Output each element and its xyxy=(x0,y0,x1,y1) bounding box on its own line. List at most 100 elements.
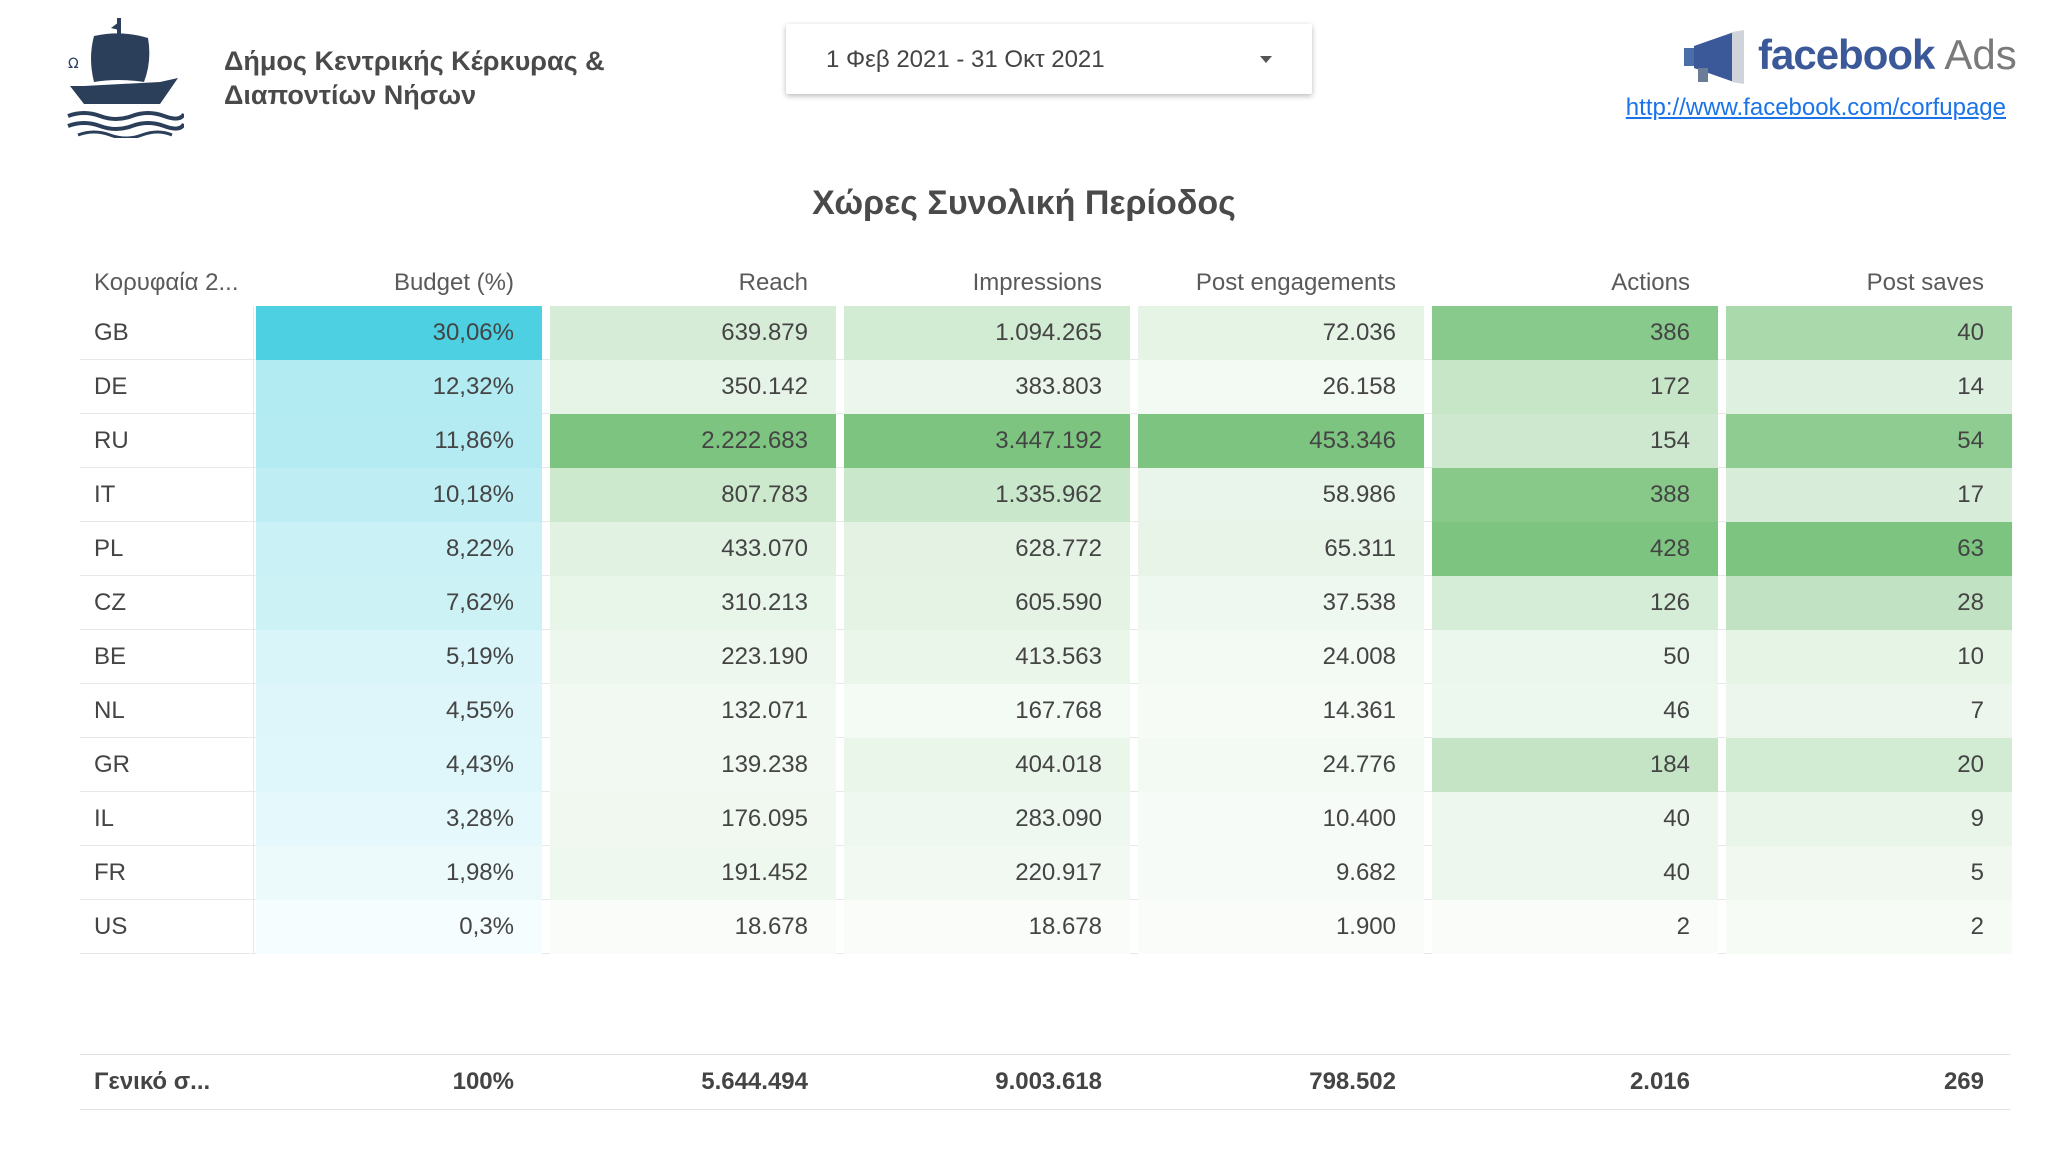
saves-cell: 28 xyxy=(1726,576,2012,630)
actions-cell: 40 xyxy=(1432,846,1718,900)
budget-cell: 0,3% xyxy=(256,900,542,954)
table-row[interactable]: CZ 7,62% 310.213 605.590 37.538 126 28 xyxy=(80,576,2012,630)
actions-cell: 126 xyxy=(1432,576,1718,630)
engagements-cell: 9.682 xyxy=(1138,846,1424,900)
date-range-dropdown[interactable]: 1 Φεβ 2021 - 31 Οκτ 2021 xyxy=(786,24,1312,94)
facebook-ads-logo: facebook Ads xyxy=(1682,28,2018,88)
engagements-cell: 58.986 xyxy=(1138,468,1424,522)
country-cell: US xyxy=(80,900,254,954)
table-row[interactable]: FR 1,98% 191.452 220.917 9.682 40 5 xyxy=(80,846,2012,900)
budget-cell: 4,55% xyxy=(256,684,542,738)
budget-cell: 30,06% xyxy=(256,306,542,360)
engagements-cell: 1.900 xyxy=(1138,900,1424,954)
engagements-cell: 24.008 xyxy=(1138,630,1424,684)
country-cell: RU xyxy=(80,414,254,468)
reach-cell: 176.095 xyxy=(550,792,836,846)
impressions-cell: 383.803 xyxy=(844,360,1130,414)
svg-text:Ω: Ω xyxy=(68,56,79,72)
actions-cell: 50 xyxy=(1432,630,1718,684)
table-title: Χώρες Συνολική Περίοδος xyxy=(812,184,1236,222)
table-row[interactable]: DE 12,32% 350.142 383.803 26.158 172 14 xyxy=(80,360,2012,414)
saves-cell: 17 xyxy=(1726,468,2012,522)
total-actions-cell: 2.016 xyxy=(1629,1068,1690,1095)
budget-cell: 1,98% xyxy=(256,846,542,900)
actions-cell: 386 xyxy=(1432,306,1718,360)
column-header-actions[interactable]: Actions xyxy=(1611,269,1690,296)
country-cell: CZ xyxy=(80,576,254,630)
table-row[interactable]: US 0,3% 18.678 18.678 1.900 2 2 xyxy=(80,900,2012,954)
reach-cell: 433.070 xyxy=(550,522,836,576)
reach-cell: 310.213 xyxy=(550,576,836,630)
reach-cell: 639.879 xyxy=(550,306,836,360)
reach-cell: 18.678 xyxy=(550,900,836,954)
table-row[interactable]: GR 4,43% 139.238 404.018 24.776 184 20 xyxy=(80,738,2012,792)
chevron-down-icon xyxy=(1260,56,1272,63)
reach-cell: 223.190 xyxy=(550,630,836,684)
table-row[interactable]: IL 3,28% 176.095 283.090 10.400 40 9 xyxy=(80,792,2012,846)
engagements-cell: 24.776 xyxy=(1138,738,1424,792)
date-range-value: 1 Φεβ 2021 - 31 Οκτ 2021 xyxy=(826,46,1105,73)
saves-cell: 9 xyxy=(1726,792,2012,846)
engagements-cell: 65.311 xyxy=(1138,522,1424,576)
table-header-row: Κορυφαία 2... Budget (%) Reach Impressions P… xyxy=(80,256,2010,310)
engagements-cell: 453.346 xyxy=(1138,414,1424,468)
column-header-reach[interactable]: Reach xyxy=(738,269,808,296)
actions-cell: 2 xyxy=(1432,900,1718,954)
column-header-engagements[interactable]: Post engagements xyxy=(1195,269,1396,296)
budget-cell: 7,62% xyxy=(256,576,542,630)
engagements-cell: 26.158 xyxy=(1138,360,1424,414)
saves-cell: 20 xyxy=(1726,738,2012,792)
reach-cell: 139.238 xyxy=(550,738,836,792)
budget-cell: 8,22% xyxy=(256,522,542,576)
impressions-cell: 167.768 xyxy=(844,684,1130,738)
table-row[interactable]: BE 5,19% 223.190 413.563 24.008 50 10 xyxy=(80,630,2012,684)
actions-cell: 46 xyxy=(1432,684,1718,738)
grand-total-row: Γενικό σ... 100% 5.644.494 9.003.618 798.502… xyxy=(80,1054,2010,1110)
ads-wordmark: Ads xyxy=(1944,31,2017,78)
column-header-country[interactable]: Κορυφαία 2... xyxy=(94,269,239,296)
actions-cell: 154 xyxy=(1432,414,1718,468)
column-header-budget[interactable]: Budget (%) xyxy=(393,269,514,296)
table-row[interactable]: NL 4,55% 132.071 167.768 14.361 46 7 xyxy=(80,684,2012,738)
table-row[interactable]: RU 11,86% 2.222.683 3.447.192 453.346 154 54 xyxy=(80,414,2012,468)
table-row[interactable]: IT 10,18% 807.783 1.335.962 58.986 388 17 xyxy=(80,468,2012,522)
budget-cell: 5,19% xyxy=(256,630,542,684)
saves-cell: 2 xyxy=(1726,900,2012,954)
budget-cell: 11,86% xyxy=(256,414,542,468)
saves-cell: 7 xyxy=(1726,684,2012,738)
facebook-page-link[interactable]: http://www.facebook.com/corfupage xyxy=(1625,94,2006,121)
budget-cell: 10,18% xyxy=(256,468,542,522)
total-reach-cell: 5.644.494 xyxy=(701,1068,808,1095)
reach-cell: 191.452 xyxy=(550,846,836,900)
impressions-cell: 3.447.192 xyxy=(844,414,1130,468)
total-saves-cell: 269 xyxy=(1943,1068,1984,1095)
saves-cell: 54 xyxy=(1726,414,2012,468)
reach-cell: 807.783 xyxy=(550,468,836,522)
ship-logo-icon: Ω xyxy=(67,18,184,138)
engagements-cell: 37.538 xyxy=(1138,576,1424,630)
engagements-cell: 72.036 xyxy=(1138,306,1424,360)
impressions-cell: 605.590 xyxy=(844,576,1130,630)
budget-cell: 4,43% xyxy=(256,738,542,792)
saves-cell: 40 xyxy=(1726,306,2012,360)
impressions-cell: 628.772 xyxy=(844,522,1130,576)
column-header-impressions[interactable]: Impressions xyxy=(972,269,1102,296)
engagements-cell: 14.361 xyxy=(1138,684,1424,738)
saves-cell: 63 xyxy=(1726,522,2012,576)
table-row[interactable]: PL 8,22% 433.070 628.772 65.311 428 63 xyxy=(80,522,2012,576)
table-row[interactable]: GB 30,06% 639.879 1.094.265 72.036 386 40 xyxy=(80,306,2012,360)
reach-cell: 132.071 xyxy=(550,684,836,738)
saves-cell: 10 xyxy=(1726,630,2012,684)
total-budget-cell: 100% xyxy=(452,1068,514,1095)
budget-cell: 12,32% xyxy=(256,360,542,414)
country-cell: DE xyxy=(80,360,254,414)
reach-cell: 350.142 xyxy=(550,360,836,414)
column-header-saves[interactable]: Post saves xyxy=(1866,269,1984,296)
engagements-cell: 10.400 xyxy=(1138,792,1424,846)
country-cell: NL xyxy=(80,684,254,738)
saves-cell: 14 xyxy=(1726,360,2012,414)
actions-cell: 428 xyxy=(1432,522,1718,576)
country-cell: GR xyxy=(80,738,254,792)
actions-cell: 388 xyxy=(1432,468,1718,522)
impressions-cell: 1.094.265 xyxy=(844,306,1130,360)
